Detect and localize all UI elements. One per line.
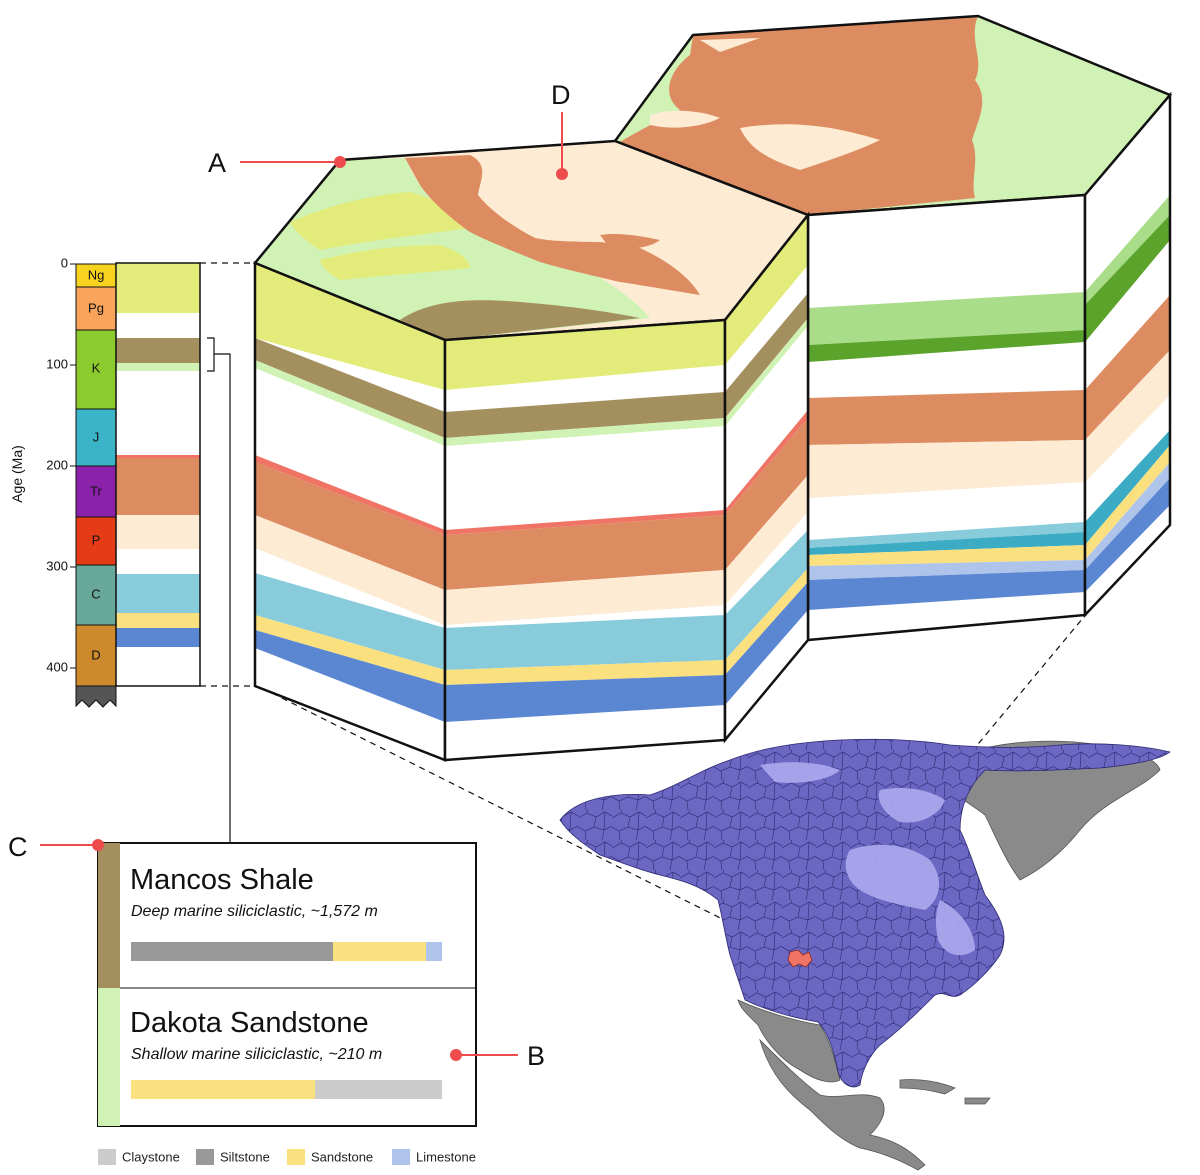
legend-label-siltstone: Siltstone: [220, 1149, 270, 1164]
period-label-c: C: [91, 586, 100, 601]
callout-label-b: B: [527, 1041, 545, 1071]
callout-c: C: [8, 832, 104, 862]
geologic-timescale: Age (Ma) 0 100 200 300 400 Ng Pg K J Tr …: [9, 255, 117, 708]
formation-swatch: [98, 988, 120, 1126]
legend-label-claystone: Claystone: [122, 1149, 180, 1164]
age-tick-400: 400: [46, 659, 68, 674]
front-block-top-face: [252, 139, 811, 342]
age-ticks: 0 100 200 300 400: [46, 255, 76, 674]
period-label-j: J: [93, 429, 100, 444]
callout-label-d: D: [551, 80, 571, 110]
stratigraphic-column: [115, 262, 231, 843]
period-k: [75, 329, 117, 410]
map-light-region-arctic: [760, 762, 840, 783]
mexico: [737, 999, 841, 1083]
age-axis-label: Age (Ma): [9, 445, 25, 503]
greenland: [929, 740, 1161, 881]
period-label-ng: Ng: [88, 267, 105, 282]
lithology-claystone: [315, 1080, 442, 1099]
age-tick-100: 100: [46, 356, 68, 371]
lithology-sandstone: [131, 1080, 315, 1099]
legend-swatch-siltstone: [196, 1149, 214, 1165]
lithology-legend: Claystone Siltstone Sandstone Limestone: [98, 1149, 476, 1165]
formation-swatch: [98, 843, 120, 988]
callout-label-c: C: [8, 832, 28, 862]
formation-description: Shallow marine siliciclastic, ~210 m: [131, 1046, 382, 1063]
legend-label-sandstone: Sandstone: [311, 1149, 373, 1164]
formation-detail-box: Mancos Shale Deep marine siliciclastic, …: [97, 842, 477, 1127]
map-light-region-east: [935, 900, 975, 956]
formation-bracket: [207, 337, 231, 843]
formation-name: Mancos Shale: [130, 864, 314, 896]
central-america: [759, 1038, 926, 1171]
legend-swatch-sandstone: [287, 1149, 305, 1165]
lithology-bar: [131, 942, 442, 961]
north-america-map: [559, 738, 1171, 1171]
front-block-front-face: [253, 261, 447, 762]
lithology-sandstone: [333, 942, 426, 961]
formation-name: Dakota Sandstone: [130, 1007, 369, 1039]
age-tick-0: 0: [61, 255, 68, 270]
formation-description: Deep marine siliciclastic, ~1,572 m: [131, 903, 378, 920]
study-area-highlight: [787, 949, 813, 968]
period-label-d: D: [91, 647, 100, 662]
formation-dakota-sandstone: Dakota Sandstone Shallow marine silicicl…: [98, 988, 442, 1126]
lithology-limestone: [426, 942, 442, 961]
lithology-siltstone: [131, 942, 333, 961]
truncation-zigzag: [75, 685, 117, 708]
age-tick-200: 200: [46, 457, 68, 472]
period-label-tr: Tr: [90, 483, 102, 498]
front-block-middle-face: [443, 318, 727, 762]
front-block-right-face: [723, 211, 810, 744]
period-label-k: K: [92, 360, 101, 375]
legend-swatch-limestone: [392, 1149, 410, 1165]
back-block-top-face: [613, 14, 1173, 217]
callout-d: D: [551, 80, 571, 180]
map-light-region-hudson: [878, 788, 945, 823]
period-label-p: P: [92, 532, 101, 547]
lithology-bar: [131, 1080, 442, 1099]
north-america-cells: [560, 739, 1170, 1087]
back-block-side-face: [1083, 91, 1172, 619]
period-c: [75, 564, 117, 626]
formation-mancos-shale: Mancos Shale Deep marine siliciclastic, …: [98, 843, 442, 988]
callout-a: A: [208, 148, 346, 178]
period-label-pg: Pg: [88, 300, 104, 315]
callout-label-a: A: [208, 148, 226, 178]
period-tr: [75, 465, 117, 518]
caribbean: [899, 1079, 991, 1105]
back-block-front-face: [806, 193, 1087, 642]
legend-label-limestone: Limestone: [416, 1149, 476, 1164]
age-tick-300: 300: [46, 558, 68, 573]
callout-b: B: [450, 1041, 545, 1071]
map-light-region-canadian-shield: [845, 844, 940, 910]
legend-swatch-claystone: [98, 1149, 116, 1165]
